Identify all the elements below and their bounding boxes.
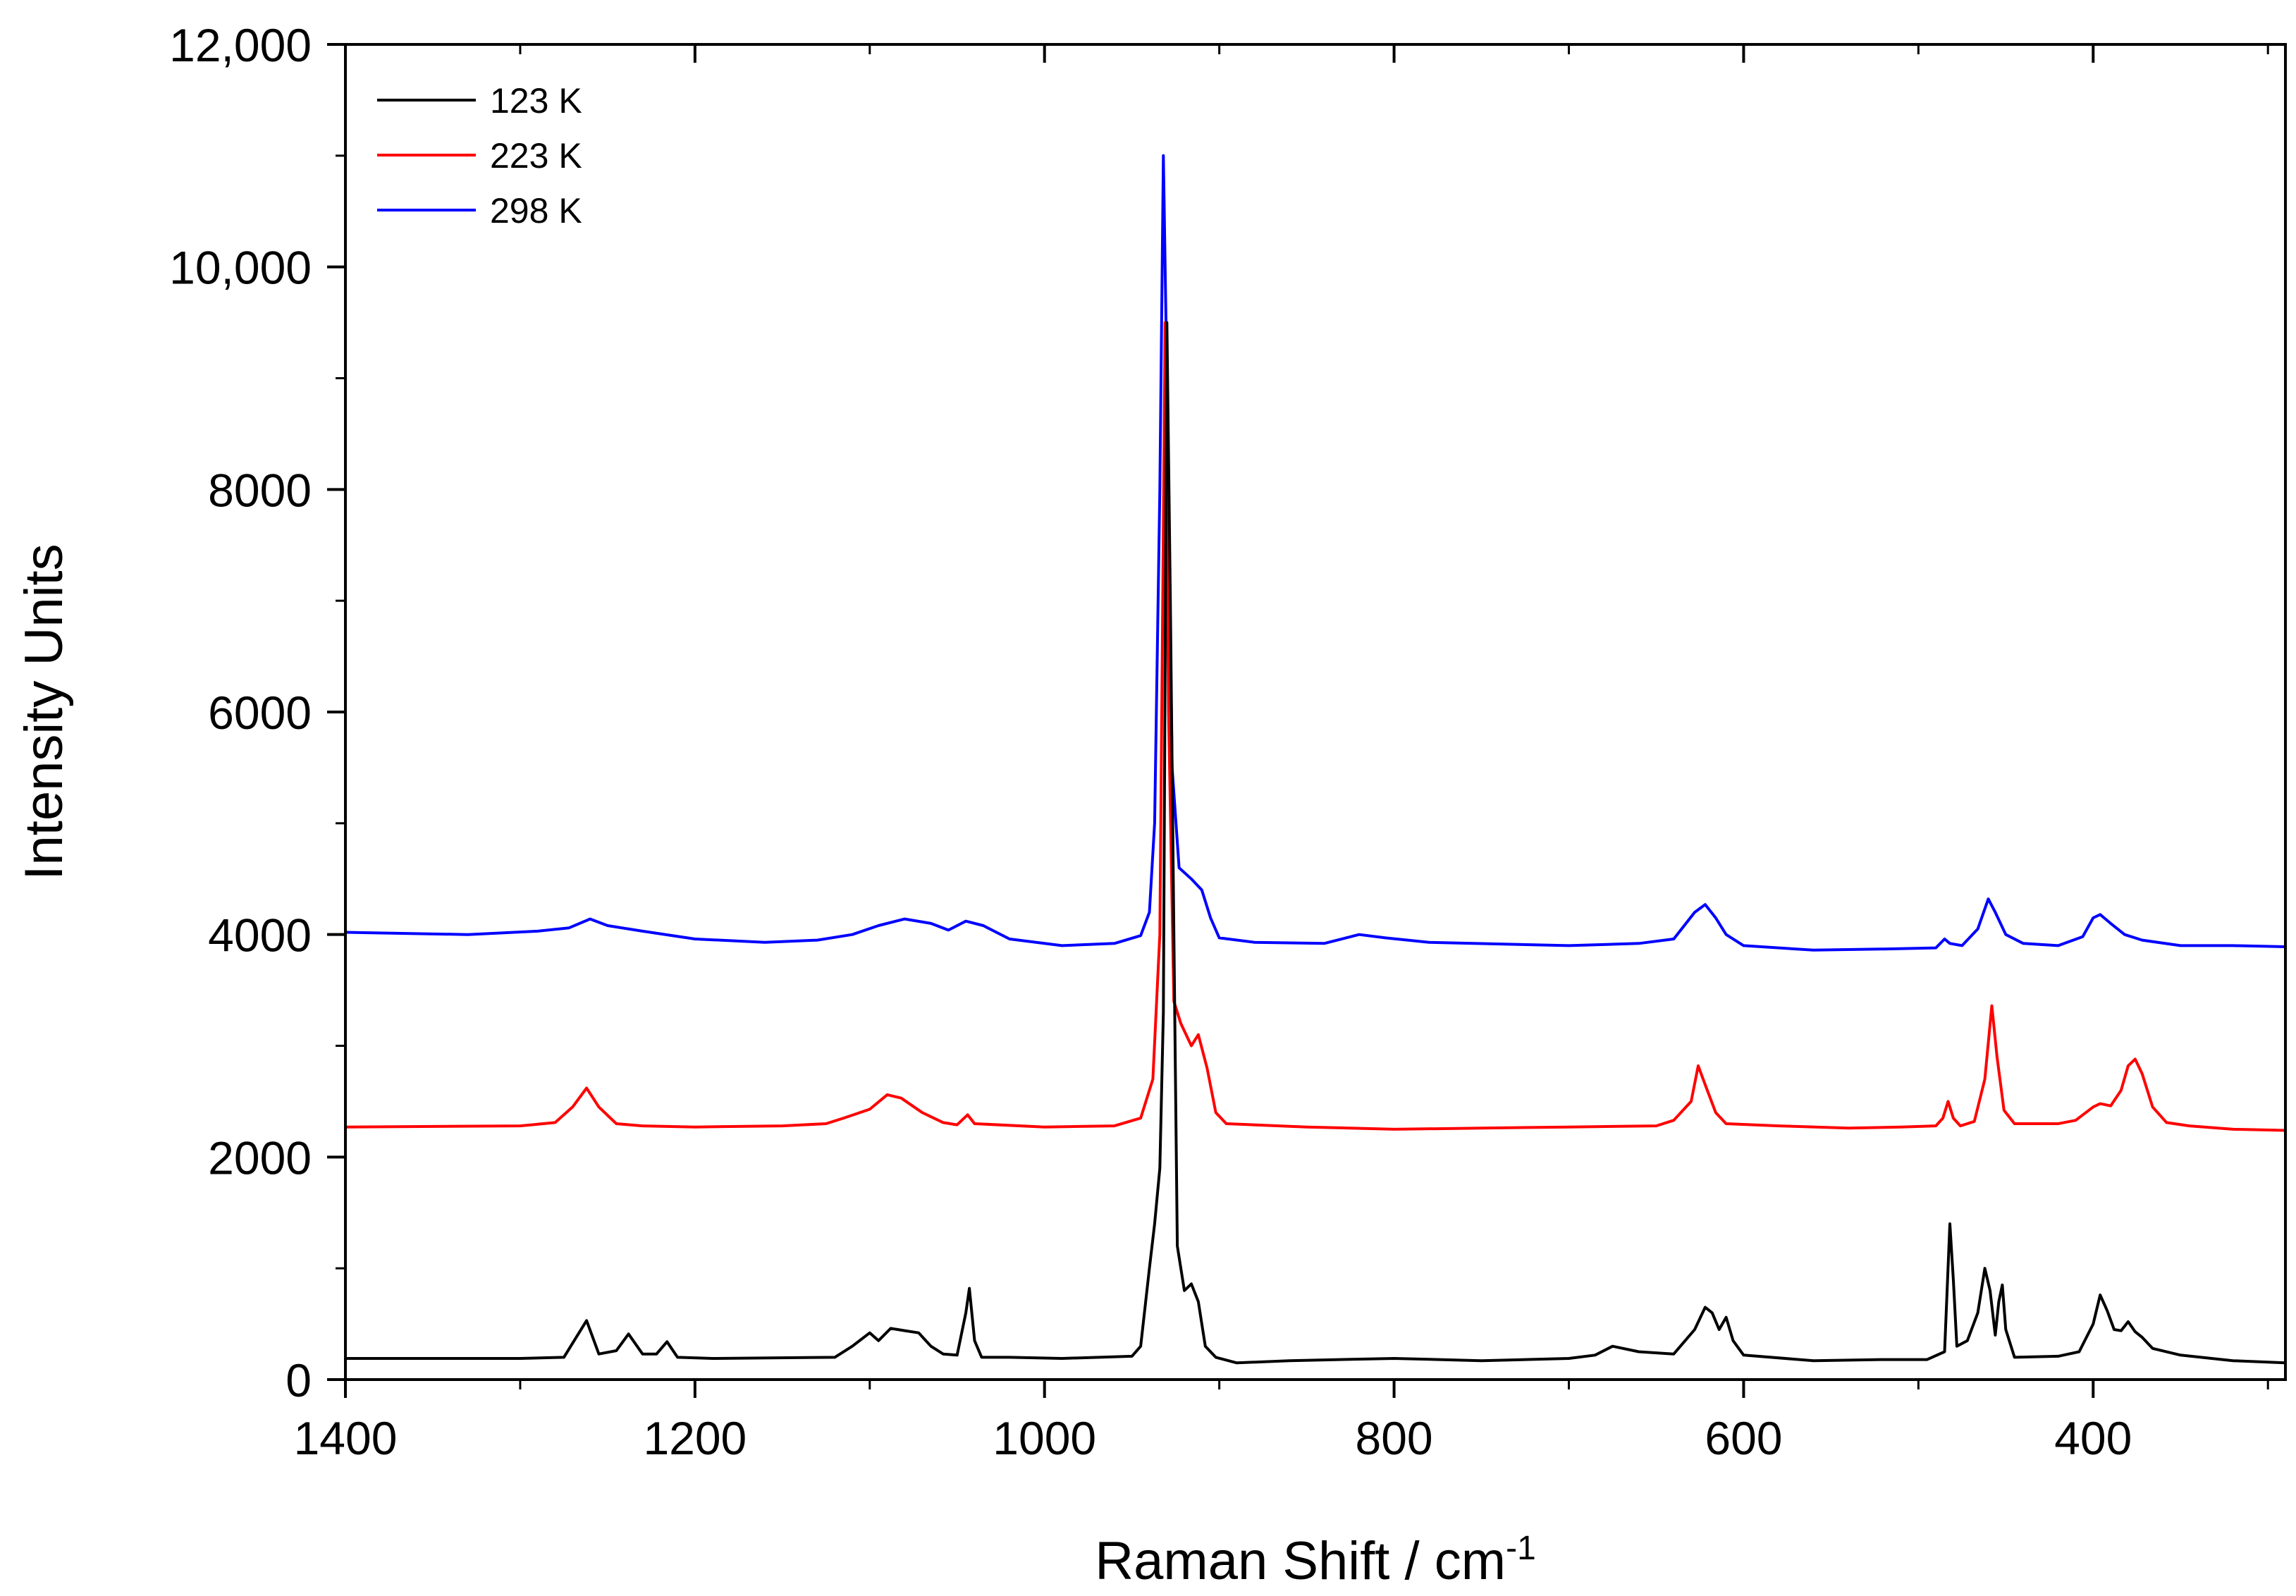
y-tick-label: 8000 <box>208 464 312 516</box>
x-axis-title-main: Raman Shift / cm <box>1095 1531 1506 1591</box>
x-tick-label: 1400 <box>294 1412 398 1464</box>
y-axis-ticks: 0 2000 4000 6000 8000 10,000 12,000 <box>169 19 345 1406</box>
legend-label: 298 K <box>490 191 582 231</box>
x-tick-label: 1000 <box>993 1412 1096 1464</box>
x-tick-label: 800 <box>1356 1412 1433 1464</box>
y-axis-title: Intensity Units <box>14 544 74 880</box>
series-line-123-k <box>345 321 2286 1365</box>
x-tick-label: 1200 <box>643 1412 747 1464</box>
series-line-223-k <box>345 321 2286 1132</box>
y-tick-label: 4000 <box>208 909 312 962</box>
legend-label: 123 K <box>490 81 582 121</box>
y-tick-label: 12,000 <box>169 19 312 71</box>
x-tick-label: 400 <box>2054 1412 2132 1464</box>
x-axis-title-superscript: -1 <box>1506 1530 1536 1567</box>
series-line-298-k <box>345 154 2286 952</box>
plot-frame <box>344 43 2287 1381</box>
y-tick-label: 10,000 <box>169 242 312 294</box>
y-tick-label: 0 <box>286 1354 312 1406</box>
legend: 123 K 223 K 298 K <box>377 81 582 231</box>
y-tick-label: 2000 <box>208 1131 312 1184</box>
y-tick-label: 6000 <box>208 687 312 739</box>
x-axis-title: Raman Shift / cm-1 <box>1095 1530 1536 1591</box>
plot-lines <box>345 154 2286 1365</box>
x-axis-ticks: 1400 1200 1000 800 600 400 <box>294 44 2269 1464</box>
x-tick-label: 600 <box>1705 1412 1782 1464</box>
legend-label: 223 K <box>490 136 582 176</box>
